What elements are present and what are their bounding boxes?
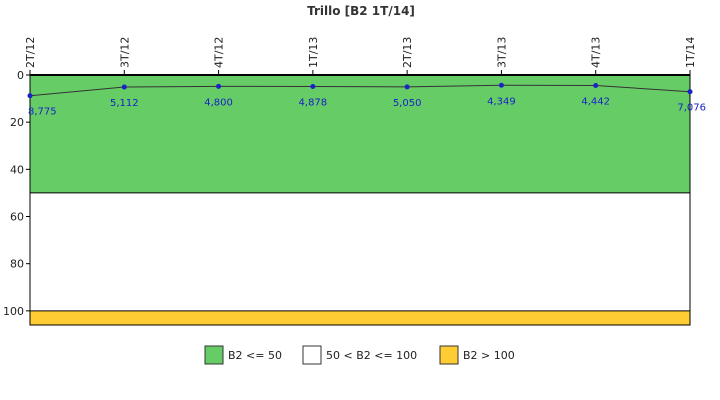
x-tick-label: 4T/12: [213, 37, 226, 68]
legend-swatch-1: [302, 345, 322, 365]
x-tick-label: 3T/12: [118, 37, 131, 68]
x-tick-label: 1T/14: [684, 37, 697, 68]
legend: B2 <= 50 50 < B2 <= 100 B2 > 100: [204, 345, 515, 365]
band-0: [30, 75, 690, 193]
data-label: 4,800: [204, 97, 233, 108]
data-point: [310, 84, 316, 90]
chart-title: Trillo [B2 1T/14]: [307, 4, 415, 18]
labels-layer: 8,775 5,112 4,800 4,878 5,050 4,349 4,442 7,076: [28, 96, 706, 117]
legend-label-1: 50 < B2 <= 100: [326, 349, 417, 362]
legend-swatch-0: [204, 345, 224, 365]
series-layer: [27, 82, 693, 99]
data-label: 4,442: [581, 96, 610, 107]
data-point: [593, 82, 599, 88]
bands-layer: [30, 75, 690, 325]
axis-layer: 0 20 40 60 80 100 2T/12 3T/12 4T/12 1T/13 2T/13 3T/…: [3, 37, 697, 326]
data-label: 8,775: [28, 107, 57, 118]
legend-swatch-2: [439, 345, 459, 365]
y-tick-label: 80: [10, 258, 24, 271]
band-2: [30, 310, 690, 325]
data-point: [687, 89, 693, 95]
data-point: [404, 84, 410, 90]
y-tick-label: 100: [3, 305, 24, 318]
data-point: [27, 93, 33, 99]
x-tick-label: 1T/13: [307, 37, 320, 68]
x-tick-label: 2T/12: [24, 37, 37, 68]
data-label: 5,112: [110, 98, 139, 109]
x-tick-label: 3T/13: [495, 37, 508, 68]
x-tick-label: 4T/13: [590, 37, 603, 68]
series-line-0: [29, 84, 691, 97]
legend-label-0: B2 <= 50: [228, 349, 282, 362]
y-tick-label: 60: [10, 211, 24, 224]
legend-label-2: B2 > 100: [463, 349, 515, 362]
data-label: 4,878: [299, 98, 328, 109]
data-label: 4,349: [487, 96, 516, 107]
data-label: 7,076: [677, 103, 706, 114]
y-tick-label: 40: [10, 163, 24, 176]
y-tick-label: 20: [10, 116, 24, 129]
y-tick-label: 0: [17, 69, 24, 82]
data-point: [121, 84, 127, 90]
x-tick-label: 2T/13: [401, 37, 414, 68]
data-label: 5,050: [393, 98, 422, 109]
data-point: [216, 83, 222, 89]
band-1: [30, 192, 690, 311]
data-point: [498, 82, 504, 88]
